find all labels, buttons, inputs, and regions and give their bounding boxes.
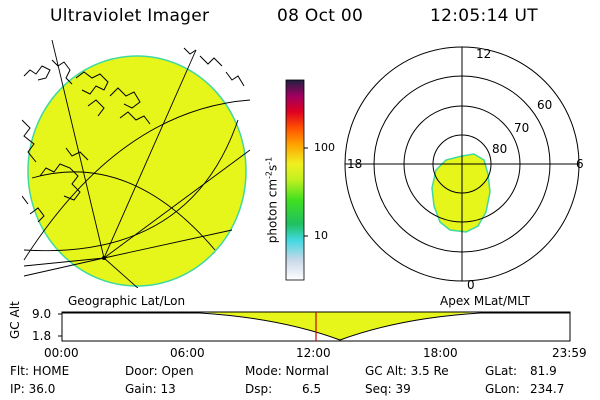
mlt-label-0: 0 [467,278,475,292]
spacecraft-nadir-marker [102,256,106,260]
colorbar-unit-label: photon cm-2s-1 [264,156,280,244]
info-seq: Seq: 39 [365,382,411,396]
mlat-label-70: 70 [514,121,530,135]
colorbar [285,79,308,281]
mlt-label-18: 18 [347,157,363,171]
colorbar-tick-100: 100 [314,141,335,154]
info-dsp-value: 6.5 [302,382,322,396]
info-glon-value: 234.7 [530,382,565,396]
colorbar-scale [285,79,305,281]
info-gain: Gain: 13 [125,382,176,396]
mlt-label-6: 6 [576,157,584,171]
info-mode: Mode: Normal [245,364,329,378]
altitude-curve [62,312,570,341]
info-glat-value: 81.9 [530,364,557,378]
timeline-ytick-9: 9.0 [32,307,52,321]
info-door: Door: Open [125,364,194,378]
timeline-hour-2359: 23:59 [552,346,587,360]
timeline-hour-0000: 00:00 [44,346,79,360]
info-dsp-label: Dsp: [245,382,273,396]
timeline-ylabel: GC Alt [8,301,22,339]
left-plot-caption: Geographic Lat/Lon [68,294,186,308]
info-ip: IP: 36.0 [10,382,56,396]
geographic-image [22,40,251,288]
timeline-hour-1800: 18:00 [423,346,458,360]
info-glon-label: GLon: [485,382,520,396]
info-flt: Flt: HOME [10,364,70,378]
header-date: 08 Oct 00 [277,6,364,26]
header: Ultraviolet Imager 08 Oct 00 12:05:14 UT [0,6,600,30]
coastlines [22,47,245,223]
header-time: 12:05:14 UT [430,6,538,26]
instrument-title: Ultraviolet Imager [50,6,210,26]
auroral-image-disk [27,55,247,287]
mlat-label-80: 80 [492,142,508,156]
mlat-label-60: 60 [537,98,553,112]
info-gc-alt: GC Alt: 3.5 Re [365,364,449,378]
right-plot-caption: Apex MLat/MLT [440,294,530,308]
mlt-label-12: 12 [476,47,492,61]
timeline-hour-0600: 06:00 [170,346,205,360]
timeline-hour-1200: 12:00 [296,346,331,360]
info-glat-label: GLat: [485,364,518,378]
timeline-plot [58,311,571,342]
timeline-ytick-1-8: 1.8 [32,329,52,343]
colorbar-tick-10: 10 [314,229,328,242]
graticule [23,40,251,288]
polar-plot [344,46,580,282]
